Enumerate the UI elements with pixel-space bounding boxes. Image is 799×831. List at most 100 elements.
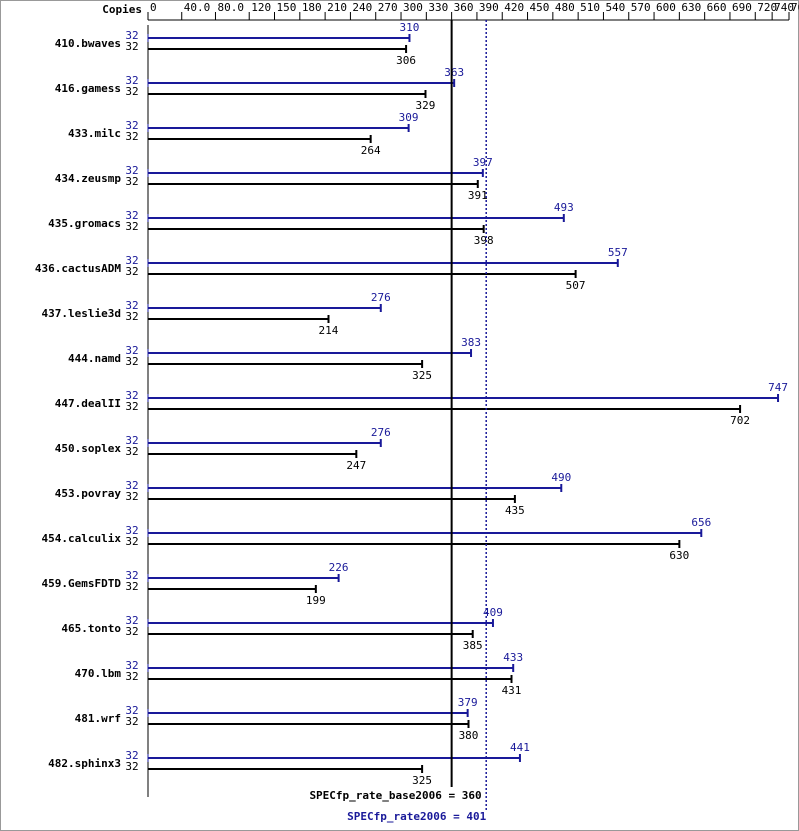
x-tick-label: 510 xyxy=(580,1,600,14)
x-tick-label: 180 xyxy=(302,1,322,14)
x-tick-label: 80.0 xyxy=(217,1,244,14)
benchmark-name: 454.calculix xyxy=(42,532,122,545)
value-label: 363 xyxy=(444,66,464,79)
copies-label: 32 xyxy=(125,29,138,42)
x-tick-label: 240 xyxy=(352,1,372,14)
copies-label: 32 xyxy=(125,209,138,222)
benchmark-name: 453.povray xyxy=(55,487,122,500)
value-label: 199 xyxy=(306,594,326,607)
x-tick-label: 390 xyxy=(479,1,499,14)
copies-label: 32 xyxy=(125,659,138,672)
benchmark-name: 444.namd xyxy=(68,352,121,365)
copies-label: 32 xyxy=(125,119,138,132)
x-tick-label: 630 xyxy=(681,1,701,14)
x-tick-label: 210 xyxy=(327,1,347,14)
copies-label: 32 xyxy=(125,310,138,323)
copies-label: 32 xyxy=(125,569,138,582)
benchmark-name: 435.gromacs xyxy=(48,217,121,230)
value-label: 383 xyxy=(461,336,481,349)
value-label: 276 xyxy=(371,291,391,304)
x-tick-label: 660 xyxy=(707,1,727,14)
copies-label: 32 xyxy=(125,535,138,548)
x-tick-label: 760 xyxy=(791,1,799,14)
copies-label: 32 xyxy=(125,614,138,627)
value-label: 214 xyxy=(319,324,339,337)
copies-label: 32 xyxy=(125,400,138,413)
copies-label: 32 xyxy=(125,490,138,503)
x-tick-label: 40.0 xyxy=(184,1,211,14)
value-label: 385 xyxy=(463,639,483,652)
benchmark-name: 465.tonto xyxy=(61,622,121,635)
value-label: 226 xyxy=(329,561,349,574)
copies-label: 32 xyxy=(125,254,138,267)
x-tick-label: 150 xyxy=(277,1,297,14)
copies-label: 32 xyxy=(125,749,138,762)
copies-label: 32 xyxy=(125,580,138,593)
benchmark-name: 459.GemsFDTD xyxy=(42,577,122,590)
x-tick-label: 0 xyxy=(150,1,157,14)
benchmark-name: 416.gamess xyxy=(55,82,121,95)
value-label: 379 xyxy=(458,696,478,709)
copies-label: 32 xyxy=(125,434,138,447)
copies-label: 32 xyxy=(125,40,138,53)
copies-label: 32 xyxy=(125,130,138,143)
x-tick-label: 720 xyxy=(757,1,777,14)
x-tick-label: 120 xyxy=(251,1,271,14)
copies-label: 32 xyxy=(125,299,138,312)
copies-label: 32 xyxy=(125,164,138,177)
benchmark-name: 447.dealII xyxy=(55,397,121,410)
copies-label: 32 xyxy=(125,760,138,773)
benchmark-name: 436.cactusADM xyxy=(35,262,121,275)
x-tick-label: 420 xyxy=(504,1,524,14)
value-label: 656 xyxy=(691,516,711,529)
value-label: 398 xyxy=(474,234,494,247)
value-label: 441 xyxy=(510,741,530,754)
copies-label: 32 xyxy=(125,85,138,98)
copies-label: 32 xyxy=(125,74,138,87)
benchmark-name: 434.zeusmp xyxy=(55,172,122,185)
copies-label: 32 xyxy=(125,704,138,717)
value-label: 391 xyxy=(468,189,488,202)
copies-label: 32 xyxy=(125,715,138,728)
copies-label: 32 xyxy=(125,355,138,368)
value-label: 329 xyxy=(416,99,436,112)
copies-label: 32 xyxy=(125,625,138,638)
reference-label: SPECfp_rate2006 = 401 xyxy=(347,810,486,823)
copies-label: 32 xyxy=(125,524,138,537)
value-label: 557 xyxy=(608,246,628,259)
x-tick-label: 360 xyxy=(454,1,474,14)
x-tick-label: 450 xyxy=(530,1,550,14)
x-tick-label: 600 xyxy=(656,1,676,14)
copies-label: 32 xyxy=(125,344,138,357)
value-label: 310 xyxy=(400,21,420,34)
value-label: 309 xyxy=(399,111,419,124)
copies-label: 32 xyxy=(125,265,138,278)
x-tick-label: 690 xyxy=(732,1,752,14)
copies-label: 32 xyxy=(125,389,138,402)
x-tick-label: 270 xyxy=(378,1,398,14)
copies-label: 32 xyxy=(125,175,138,188)
value-label: 409 xyxy=(483,606,503,619)
value-label: 702 xyxy=(730,414,750,427)
axis-label: Copies xyxy=(102,3,142,16)
value-label: 490 xyxy=(551,471,571,484)
benchmark-name: 433.milc xyxy=(68,127,121,140)
benchmark-name: 450.soplex xyxy=(55,442,122,455)
value-label: 630 xyxy=(669,549,689,562)
value-label: 247 xyxy=(346,459,366,472)
value-label: 306 xyxy=(396,54,416,67)
x-tick-label: 300 xyxy=(403,1,423,14)
value-label: 493 xyxy=(554,201,574,214)
benchmark-name: 410.bwaves xyxy=(55,37,121,50)
x-tick-label: 570 xyxy=(631,1,651,14)
value-label: 507 xyxy=(566,279,586,292)
benchmark-name: 437.leslie3d xyxy=(42,307,121,320)
value-label: 325 xyxy=(412,369,432,382)
x-tick-label: 540 xyxy=(605,1,625,14)
copies-label: 32 xyxy=(125,220,138,233)
benchmark-name: 481.wrf xyxy=(75,712,121,725)
benchmark-name: 470.lbm xyxy=(75,667,122,680)
copies-label: 32 xyxy=(125,479,138,492)
